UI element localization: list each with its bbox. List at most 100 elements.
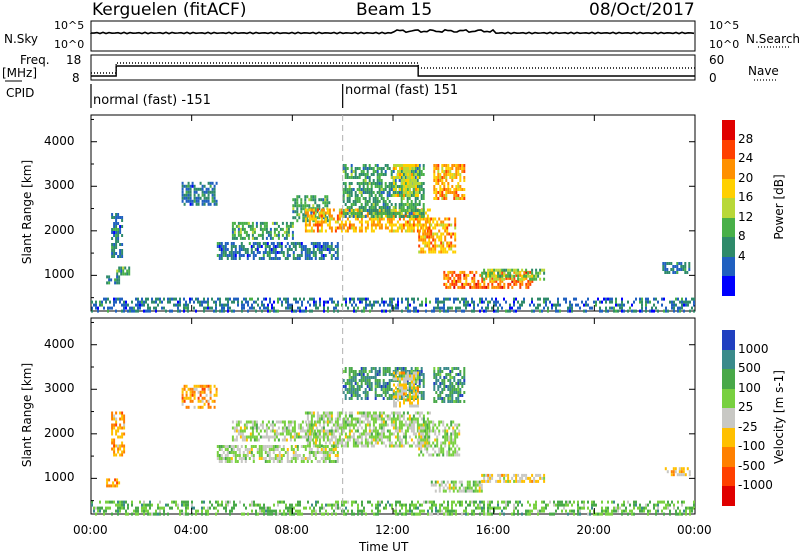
- velocity-echo-region-9: [418, 420, 461, 457]
- power-colorbar-swatch: [722, 198, 735, 219]
- velocity-ytick-label-1: 2000: [44, 425, 75, 440]
- velocity-ytick-label-2: 3000: [44, 381, 75, 396]
- velocity-colorbar-swatch: [722, 466, 735, 487]
- freq-tick-top: 18: [66, 53, 82, 67]
- power-ytick-label-3: 4000: [44, 133, 75, 148]
- power-echo-region-0: [106, 275, 121, 285]
- x-tick-label-3: 12:00: [375, 523, 410, 537]
- power-echo-region-11: [433, 164, 466, 200]
- x-tick-label-4: 16:00: [475, 523, 511, 537]
- power-echo-region-9: [393, 164, 419, 197]
- power-echo-region-4: [216, 242, 339, 260]
- power-echo-region-2: [111, 213, 124, 258]
- power-echo-region-13: [481, 268, 546, 281]
- velocity-colorbar-tick: 25: [738, 400, 754, 415]
- velocity-colorbar-tick: 1000: [738, 341, 769, 356]
- velocity-colorbar-tick: -100: [738, 439, 766, 454]
- velocity-echo-region-13: [91, 500, 695, 516]
- beam-title: Beam 15: [356, 0, 433, 20]
- station-title: Kerguelen (fitACF): [92, 0, 247, 20]
- velocity-colorbar-swatch: [722, 447, 735, 468]
- power-colorbar-swatch: [722, 256, 735, 277]
- x-tick-label-0: 00:00: [73, 523, 108, 537]
- power-colorbar-label: Power [dB]: [772, 174, 786, 240]
- noise-panel-frame: [90, 20, 696, 52]
- noise-sky-trace: [90, 28, 695, 35]
- power-colorbar-tick: 16: [738, 190, 754, 205]
- power-echo-region-5: [231, 221, 294, 240]
- power-colorbar-swatch: [722, 237, 735, 258]
- power-colorbar-swatch: [722, 159, 735, 180]
- noise-search-label: N.Search: [746, 32, 800, 46]
- cpid-segment-2: normal (fast) 151: [345, 83, 459, 98]
- nave-tick-bottom: 0: [709, 71, 717, 85]
- power-ytick-label-0: 1000: [44, 267, 75, 282]
- cpid-segment-1: normal (fast) -151: [93, 93, 211, 108]
- power-panel-frame: [90, 114, 696, 312]
- velocity-colorbar-tick: -1000: [738, 478, 773, 493]
- velocity-echo-region-0: [106, 478, 121, 488]
- velocity-colorbar: 1000 500 100 25 -25 -100 -500 -1000 Velocity [m …: [722, 330, 800, 507]
- velocity-colorbar-label: Velocity [m s-1]: [772, 370, 786, 464]
- velocity-colorbar-swatch: [722, 349, 735, 370]
- date-title: 08/Oct/2017: [589, 0, 695, 20]
- power-ylabel: Slant Range [km]: [20, 159, 34, 265]
- velocity-colorbar-swatch: [722, 408, 735, 429]
- cpid-label: CPID: [6, 86, 35, 100]
- x-axis-label: Time UT: [359, 540, 409, 554]
- x-tick-label-6: 00:00: [677, 523, 712, 537]
- power-echo-region-14: [662, 262, 691, 274]
- power-colorbar-tick: 12: [738, 209, 754, 224]
- power-echo-region-15: [91, 297, 695, 313]
- velocity-echo-region-2: [181, 384, 218, 409]
- power-echo-region-10: [418, 217, 457, 254]
- velocity-echo-region-11: [481, 473, 546, 483]
- velocity-ytick-label-3: 4000: [44, 336, 75, 351]
- velocity-echo-region-8: [433, 367, 466, 403]
- power-echo-region-1: [116, 266, 131, 276]
- power-colorbar-swatch: [722, 120, 735, 141]
- x-tick-label-5: 20:00: [576, 523, 611, 537]
- freq-trace: [91, 65, 695, 77]
- power-ytick-label-2: 3000: [44, 178, 75, 193]
- power-colorbar-swatch: [722, 178, 735, 199]
- velocity-ylabel: Slant Range [km]: [20, 362, 34, 468]
- power-ytick-label-1: 2000: [44, 222, 75, 237]
- velocity-colorbar-tick: -25: [738, 419, 758, 434]
- x-tick-label-1: 04:00: [173, 523, 209, 537]
- power-colorbar: 28 24 20 16 12 8 4 Power [dB]: [722, 120, 800, 297]
- x-tick-label-2: 08:00: [274, 523, 309, 537]
- noise-sky-label: N.Sky: [4, 32, 39, 46]
- velocity-echo-region-3: [216, 445, 339, 463]
- power-echo-region-7: [304, 208, 431, 233]
- noise-left-tick-bottom: 10^0: [54, 38, 85, 51]
- power-colorbar-tick: 20: [738, 170, 754, 185]
- velocity-colorbar-tick: -500: [738, 458, 766, 473]
- freq-tick-bottom: 8: [72, 71, 80, 85]
- velocity-ytick-label-0: 1000: [44, 470, 75, 485]
- velocity-colorbar-swatch: [722, 369, 735, 390]
- power-colorbar-tick: 28: [738, 131, 754, 146]
- power-echo-region-3: [181, 181, 218, 206]
- velocity-colorbar-swatch: [722, 330, 735, 351]
- power-echo-region-12: [443, 270, 534, 289]
- noise-right-tick-top: 10^5: [709, 19, 740, 32]
- velocity-colorbar-tick: 100: [738, 380, 761, 395]
- nave-trace: [91, 62, 695, 74]
- freq-unit-label: [MHz]: [2, 66, 38, 80]
- velocity-echo-region-1: [111, 411, 126, 457]
- velocity-echo-region-12: [664, 467, 691, 477]
- velocity-colorbar-swatch: [722, 427, 735, 448]
- power-colorbar-tick: 24: [738, 151, 754, 166]
- nave-tick-top: 60: [709, 53, 725, 67]
- velocity-echo-region-10: [430, 480, 483, 493]
- power-colorbar-swatch: [722, 217, 735, 238]
- power-colorbar-tick: 4: [738, 248, 746, 263]
- power-colorbar-swatch: [722, 139, 735, 160]
- velocity-colorbar-swatch: [722, 486, 735, 507]
- noise-right-tick-bottom: 10^0: [709, 38, 740, 51]
- freq-label: Freq.: [20, 53, 50, 67]
- noise-left-tick-top: 10^5: [54, 19, 85, 32]
- nave-label: Nave: [748, 64, 779, 78]
